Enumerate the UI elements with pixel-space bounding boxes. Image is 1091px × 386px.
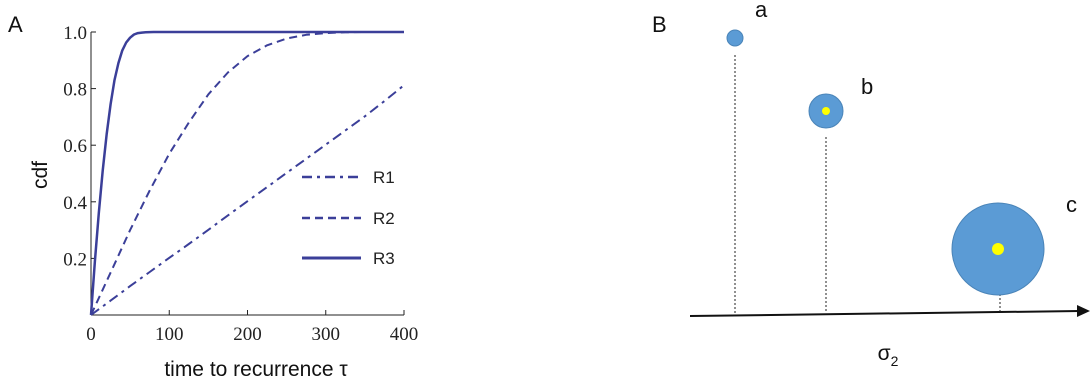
sigma-axis-line [689, 310, 1081, 317]
point-c-label: c [1066, 192, 1077, 217]
panel-b-diagram: a b c σ2 [689, 0, 1090, 369]
panel-a-letter: A [8, 12, 23, 37]
series-line-r3 [89, 30, 404, 316]
point-a [726, 29, 744, 47]
legend-label-r1: R1 [373, 168, 395, 187]
x-tick-label: 100 [155, 324, 184, 345]
legend: R1 R2 R3 [302, 168, 395, 268]
point-c-core [992, 243, 1004, 255]
y-ticks: 0.2 0.4 0.6 0.8 1.0 [63, 23, 96, 270]
y-tick-label: 0.2 [63, 249, 87, 270]
y-tick-label: 0.8 [63, 80, 87, 101]
point-b-label: b [861, 74, 873, 99]
series-line-r1 [90, 84, 405, 316]
sigma-axis-arrowhead [1077, 305, 1090, 317]
point-a-label: a [755, 0, 768, 22]
panel-a-chart: 0.2 0.4 0.6 0.8 1.0 0 100 200 300 400 R1 R2 R3 cdf… [29, 23, 418, 381]
series-line-r2 [90, 31, 404, 316]
sigma-subscript: 2 [891, 353, 899, 369]
sigma-axis-title: σ2 [878, 342, 899, 369]
legend-label-r2: R2 [373, 209, 395, 228]
x-tick-label: 0 [86, 324, 96, 345]
y-tick-label: 1.0 [63, 23, 87, 44]
series-lines [89, 30, 405, 316]
y-axis-title: cdf [29, 161, 52, 189]
x-tick-label: 400 [390, 324, 419, 345]
y-tick-label: 0.6 [63, 136, 87, 157]
panel-b-letter: B [652, 12, 667, 37]
y-tick-label: 0.4 [63, 193, 87, 214]
point-b-core [822, 107, 830, 115]
legend-label-r3: R3 [373, 249, 395, 268]
x-ticks: 0 100 200 300 400 [86, 310, 418, 345]
sigma-symbol: σ [878, 342, 891, 365]
x-tick-label: 200 [233, 324, 262, 345]
x-tick-label: 300 [312, 324, 341, 345]
x-axis-title: time to recurrence τ [164, 358, 348, 381]
